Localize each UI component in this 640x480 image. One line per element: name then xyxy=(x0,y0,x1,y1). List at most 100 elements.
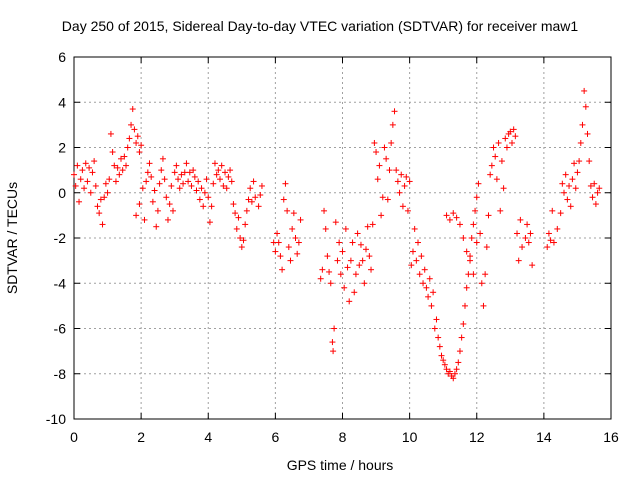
data-point xyxy=(233,225,240,232)
data-point xyxy=(341,284,348,291)
data-point xyxy=(450,210,457,217)
data-point xyxy=(322,225,329,232)
data-point xyxy=(564,196,571,203)
data-point xyxy=(557,210,564,217)
data-point xyxy=(379,194,386,201)
data-point xyxy=(175,176,182,183)
data-point xyxy=(517,216,524,223)
data-point xyxy=(232,210,239,217)
data-point xyxy=(336,239,343,246)
data-point xyxy=(128,121,135,128)
data-point xyxy=(107,130,114,137)
data-point xyxy=(123,162,130,169)
data-point xyxy=(294,250,301,257)
data-point xyxy=(297,216,304,223)
data-point xyxy=(453,366,460,373)
data-point xyxy=(388,139,395,146)
data-point xyxy=(161,176,168,183)
data-point xyxy=(121,153,128,160)
data-point xyxy=(524,221,531,228)
data-point xyxy=(465,271,472,278)
data-point xyxy=(91,158,98,165)
y-tick-label: -8 xyxy=(54,366,67,382)
data-point xyxy=(347,257,354,264)
data-point xyxy=(455,359,462,366)
data-point xyxy=(163,194,170,201)
data-point xyxy=(282,180,289,187)
data-point xyxy=(274,230,281,237)
data-point xyxy=(200,203,207,210)
data-point xyxy=(185,178,192,185)
data-point xyxy=(176,185,183,192)
data-point xyxy=(245,196,252,203)
data-point xyxy=(389,121,396,128)
data-point xyxy=(159,155,166,162)
data-point xyxy=(431,325,438,332)
data-point xyxy=(87,189,94,196)
data-point xyxy=(411,225,418,232)
x-tick-label: 10 xyxy=(402,429,418,445)
data-point xyxy=(508,139,515,146)
data-point xyxy=(242,221,249,228)
data-point xyxy=(381,144,388,151)
data-point xyxy=(497,207,504,214)
data-point xyxy=(428,302,435,309)
data-point xyxy=(507,128,514,135)
data-point xyxy=(228,178,235,185)
data-point xyxy=(349,239,356,246)
data-point xyxy=(114,164,121,171)
data-point xyxy=(460,320,467,327)
data-point xyxy=(430,289,437,296)
data-point xyxy=(582,103,589,110)
x-tick-label: 8 xyxy=(339,429,347,445)
data-point xyxy=(193,187,200,194)
data-point xyxy=(357,241,364,248)
axis-ticks: 0 2 4 6 8 10 12 14 16 -10 -8 -6 -4 -2 0 2 4 6 xyxy=(46,49,619,445)
data-point xyxy=(415,239,422,246)
data-point xyxy=(102,180,109,187)
data-point xyxy=(143,178,150,185)
data-point xyxy=(443,212,450,219)
data-point xyxy=(180,180,187,187)
data-point xyxy=(396,189,403,196)
data-point xyxy=(208,203,215,210)
data-point xyxy=(109,149,116,156)
data-point xyxy=(371,139,378,146)
data-point xyxy=(89,169,96,176)
data-point xyxy=(295,239,302,246)
data-point xyxy=(284,207,291,214)
data-point xyxy=(131,126,138,133)
data-point xyxy=(475,180,482,187)
data-point xyxy=(196,196,203,203)
data-point xyxy=(398,171,405,178)
data-point xyxy=(211,160,218,167)
data-point xyxy=(237,235,244,241)
data-point xyxy=(493,176,500,183)
data-point xyxy=(527,230,534,237)
x-tick-label: 0 xyxy=(70,429,78,445)
data-point xyxy=(453,214,460,221)
data-point xyxy=(467,257,474,264)
data-point xyxy=(280,196,287,203)
y-tick-label: -10 xyxy=(46,411,66,427)
data-point xyxy=(222,169,229,176)
data-point xyxy=(133,139,140,146)
data-point xyxy=(337,271,344,278)
data-point xyxy=(210,180,217,187)
data-point xyxy=(586,158,593,165)
data-point xyxy=(77,176,84,183)
data-point xyxy=(545,230,552,237)
data-point xyxy=(183,160,190,167)
grid xyxy=(74,57,611,419)
data-point xyxy=(472,207,479,214)
data-point xyxy=(178,171,185,178)
data-point xyxy=(279,266,286,273)
data-point xyxy=(168,182,175,189)
data-point xyxy=(205,194,212,201)
data-point xyxy=(567,203,574,210)
data-point xyxy=(317,275,324,282)
data-point xyxy=(220,182,227,189)
data-point xyxy=(519,244,526,251)
data-point xyxy=(346,298,353,305)
data-point xyxy=(406,178,413,185)
